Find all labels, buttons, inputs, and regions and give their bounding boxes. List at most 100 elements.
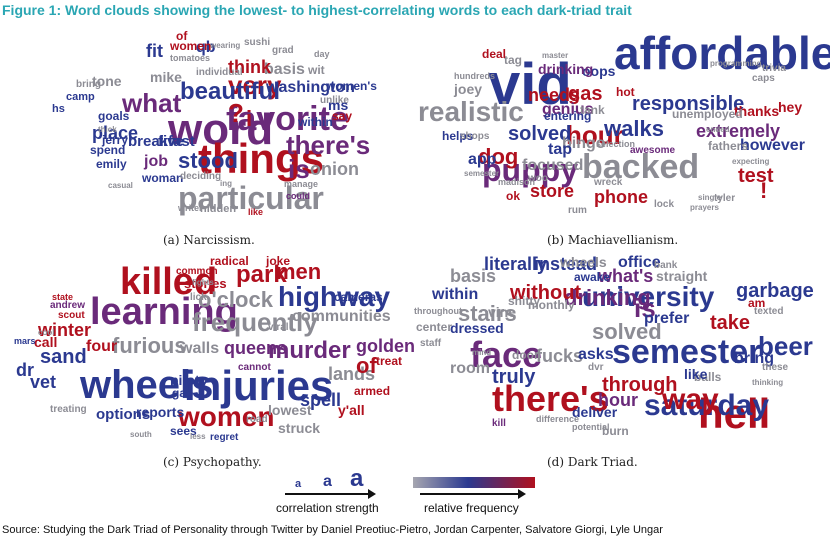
word-psychopathy-20: vet xyxy=(30,372,57,392)
word-machiavellianism-27: fathers xyxy=(708,139,749,153)
word-narcissism-3: particular xyxy=(178,180,324,216)
word-narcissism-27: say xyxy=(332,109,353,123)
word-narcissism-17: five xyxy=(158,133,184,150)
word-psychopathy-22: winter xyxy=(38,320,92,340)
word-narcissism-37: hidden xyxy=(200,203,237,215)
word-machiavellianism-5: hour xyxy=(566,120,624,150)
word-dark-triad-52: difference xyxy=(536,414,580,424)
word-narcissism-13: onion xyxy=(310,159,359,179)
word-dark-triad-11: garbage xyxy=(736,280,814,302)
word-narcissism-47: bring xyxy=(76,79,101,90)
word-dark-triad-30: center xyxy=(416,320,453,334)
word-machiavellianism-51: programming xyxy=(710,59,762,68)
word-machiavellianism-55: woo xyxy=(528,173,548,184)
word-narcissism-28: jerry xyxy=(102,133,129,147)
word-machiavellianism-31: deal xyxy=(482,47,507,61)
wordcloud-machiavellianism: affordable vid realistic backed puppy hour wal… xyxy=(418,30,830,230)
word-narcissism-24: goals xyxy=(98,109,130,123)
word-narcissism-16: breakfast xyxy=(128,133,195,150)
word-dark-triad-26: what's xyxy=(598,266,654,286)
word-narcissism-43: tomatoes xyxy=(170,53,211,63)
word-psychopathy-16: of xyxy=(356,353,377,378)
legend-glyph-large: a xyxy=(350,465,364,492)
word-psychopathy-29: gap xyxy=(172,386,194,400)
word-dark-triad-15: truly xyxy=(492,366,536,388)
word-psychopathy-6: women xyxy=(178,401,275,432)
correlation-arrow xyxy=(285,489,376,499)
word-narcissism-8: is xyxy=(288,154,310,184)
word-dark-triad-37: wheels xyxy=(560,254,607,270)
word-dark-triad-27: prefer xyxy=(644,310,690,327)
word-dark-triad-9: way xyxy=(662,383,719,416)
word-narcissism-45: camp xyxy=(66,91,95,103)
word-psychopathy-48: less xyxy=(190,432,206,441)
word-dark-triad-25: instead xyxy=(534,254,598,274)
word-narcissism-51: i xyxy=(246,106,253,131)
word-narcissism-50: casual xyxy=(108,181,133,190)
word-narcissism-52: day xyxy=(314,49,330,59)
word-dark-triad-42: vine xyxy=(488,304,517,320)
word-psychopathy-2: learning xyxy=(90,291,238,333)
word-dark-triad-36: awake xyxy=(574,270,611,284)
word-machiavellianism-39: tyler xyxy=(714,193,736,204)
word-psychopathy-8: men xyxy=(276,259,322,284)
word-machiavellianism-18: however xyxy=(740,137,805,154)
word-dark-triad-0: hell xyxy=(698,390,771,437)
word-psychopathy-4: highway xyxy=(278,281,391,312)
word-psychopathy-7: park xyxy=(236,261,287,288)
word-psychopathy-47: lick xyxy=(190,292,207,303)
word-dark-triad-8: stairs xyxy=(458,301,517,326)
word-dark-triad-47: bank xyxy=(654,260,678,271)
word-machiavellianism-42: awesome xyxy=(630,145,676,156)
word-narcissism-0: word xyxy=(168,105,274,154)
word-narcissism-46: hs xyxy=(52,103,65,115)
word-psychopathy-49: south xyxy=(130,430,152,439)
word-psychopathy-9: murder xyxy=(268,337,351,364)
word-machiavellianism-17: test xyxy=(738,165,774,187)
word-narcissism-26: ms xyxy=(328,97,349,113)
word-dark-triad-12: without xyxy=(510,282,582,304)
word-psychopathy-44: state xyxy=(52,292,74,302)
word-psychopathy-26: reports xyxy=(136,404,185,420)
word-psychopathy-30: lowest xyxy=(268,402,312,418)
word-machiavellianism-3: backed xyxy=(582,148,700,186)
word-narcissism-6: beautiful xyxy=(180,78,280,105)
word-psychopathy-35: stories xyxy=(184,276,227,291)
caption-psychopathy: (c) Psychopathy. xyxy=(163,455,262,469)
word-dark-triad-22: room xyxy=(450,360,490,377)
word-dark-triad-50: throughout xyxy=(414,306,462,316)
word-machiavellianism-20: genius xyxy=(542,101,594,118)
word-narcissism-12: think xyxy=(228,57,271,77)
word-dark-triad-24: literally xyxy=(484,254,548,274)
word-psychopathy-17: golden xyxy=(356,336,415,356)
word-dark-triad-2: there's xyxy=(492,378,609,419)
word-psychopathy-39: viral xyxy=(268,322,289,333)
word-dark-triad-17: hour xyxy=(598,390,638,410)
word-psychopathy-14: communities xyxy=(292,308,391,325)
word-machiavellianism-33: app xyxy=(468,151,497,168)
word-machiavellianism-54: semester xyxy=(464,169,500,178)
word-narcissism-22: tone xyxy=(92,73,122,89)
word-machiavellianism-46: prayers xyxy=(690,203,719,212)
word-narcissism-31: deciding xyxy=(180,171,222,182)
word-psychopathy-10: furious xyxy=(112,333,187,358)
word-narcissism-38: writer xyxy=(178,203,203,213)
word-psychopathy-19: sand xyxy=(40,346,87,368)
word-dark-triad-48: these xyxy=(762,362,789,373)
word-narcissism-20: qb xyxy=(196,39,216,56)
word-narcissism-23: spend xyxy=(90,143,126,157)
word-psychopathy-23: four xyxy=(86,338,118,355)
figure-title: Figure 1: Word clouds showing the lowest… xyxy=(2,2,632,18)
word-dark-triad-3: university xyxy=(582,281,715,312)
word-psychopathy-24: call xyxy=(34,334,58,350)
word-machiavellianism-14: phone xyxy=(594,187,648,207)
word-machiavellianism-40: hey xyxy=(778,99,803,115)
word-dark-triad-31: deliver xyxy=(572,404,618,420)
word-dark-triad-43: door xyxy=(512,348,539,362)
word-machiavellianism-48: ended xyxy=(706,125,730,134)
word-machiavellianism-43: tap xyxy=(548,141,572,158)
legend-glyph-medium: a xyxy=(323,473,332,490)
word-dark-triad-18: take xyxy=(710,312,751,334)
word-psychopathy-43: treating xyxy=(50,404,87,415)
word-psychopathy-15: lands xyxy=(328,364,376,384)
